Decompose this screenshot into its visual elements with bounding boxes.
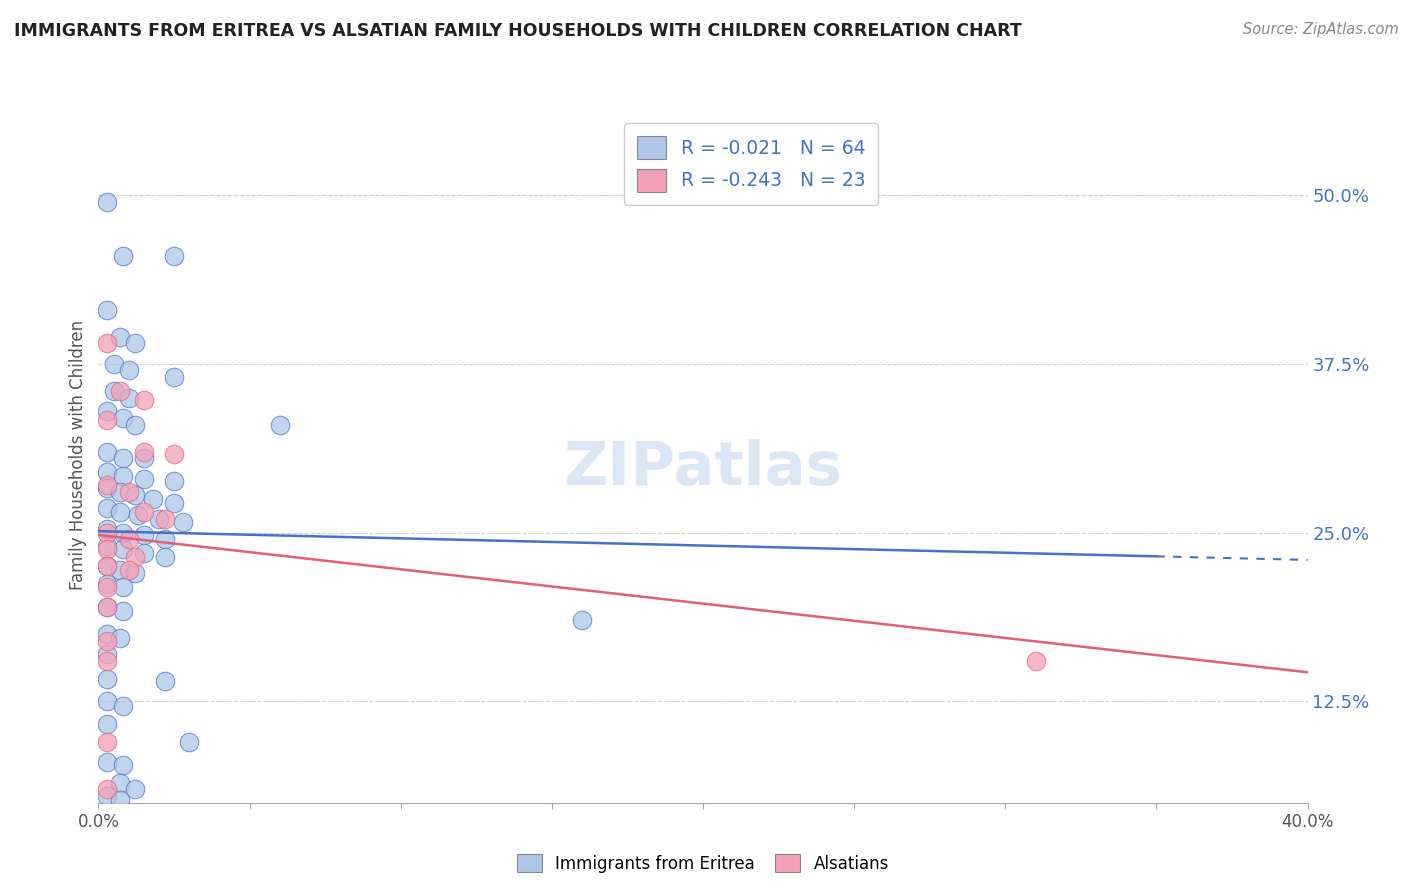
Text: IMMIGRANTS FROM ERITREA VS ALSATIAN FAMILY HOUSEHOLDS WITH CHILDREN CORRELATION : IMMIGRANTS FROM ERITREA VS ALSATIAN FAMI…: [14, 22, 1022, 40]
Point: [111, 541, 134, 556]
Point: [96, 672, 118, 686]
Point: [111, 604, 134, 618]
Point: [96, 577, 118, 591]
Point: [108, 793, 131, 807]
Point: [96, 633, 118, 648]
Point: [153, 549, 176, 564]
Point: [142, 491, 165, 506]
Legend: R = -0.021   N = 64, R = -0.243   N = 23: R = -0.021 N = 64, R = -0.243 N = 23: [624, 123, 879, 205]
Point: [163, 475, 186, 489]
Point: [124, 336, 146, 351]
Point: [1024, 654, 1046, 668]
Point: [132, 444, 155, 458]
Point: [108, 775, 131, 789]
Point: [96, 525, 118, 540]
Point: [108, 384, 131, 398]
Point: [153, 512, 176, 526]
Point: [118, 485, 141, 500]
Point: [132, 505, 155, 519]
Point: [111, 758, 134, 772]
Point: [96, 481, 118, 495]
Point: [132, 451, 155, 466]
Point: [108, 505, 131, 519]
Point: [127, 508, 149, 522]
Point: [111, 249, 134, 263]
Point: [153, 533, 176, 547]
Point: [163, 370, 186, 384]
Point: [96, 194, 118, 209]
Point: [132, 393, 155, 408]
Point: [96, 789, 118, 803]
Point: [96, 465, 118, 479]
Point: [96, 302, 118, 317]
Legend: Immigrants from Eritrea, Alsatians: Immigrants from Eritrea, Alsatians: [510, 847, 896, 880]
Point: [103, 384, 125, 398]
Point: [118, 533, 141, 547]
Point: [124, 782, 146, 797]
Point: [124, 566, 146, 581]
Point: [571, 614, 593, 628]
Point: [96, 541, 118, 556]
Y-axis label: Family Households with Children: Family Households with Children: [69, 320, 87, 590]
Point: [111, 580, 134, 594]
Point: [96, 599, 118, 614]
Point: [96, 694, 118, 708]
Text: Source: ZipAtlas.com: Source: ZipAtlas.com: [1243, 22, 1399, 37]
Point: [108, 631, 131, 645]
Point: [111, 410, 134, 425]
Point: [111, 698, 134, 713]
Point: [96, 336, 118, 351]
Point: [96, 539, 118, 553]
Point: [172, 515, 194, 529]
Point: [179, 735, 201, 749]
Point: [111, 451, 134, 466]
Point: [118, 563, 141, 577]
Point: [96, 478, 118, 492]
Point: [132, 546, 155, 560]
Point: [96, 559, 118, 574]
Point: [96, 782, 118, 797]
Point: [124, 417, 146, 432]
Point: [118, 391, 141, 405]
Point: [124, 549, 146, 564]
Point: [96, 580, 118, 594]
Point: [108, 329, 131, 343]
Point: [96, 654, 118, 668]
Point: [96, 413, 118, 427]
Point: [96, 444, 118, 458]
Point: [96, 559, 118, 574]
Point: [96, 627, 118, 641]
Point: [96, 717, 118, 731]
Point: [132, 528, 155, 542]
Point: [153, 674, 176, 689]
Point: [96, 522, 118, 536]
Point: [103, 357, 125, 371]
Point: [111, 468, 134, 483]
Point: [96, 735, 118, 749]
Point: [96, 647, 118, 661]
Point: [108, 485, 131, 500]
Point: [124, 488, 146, 502]
Point: [163, 249, 186, 263]
Point: [118, 363, 141, 377]
Point: [132, 472, 155, 486]
Point: [96, 756, 118, 770]
Point: [96, 599, 118, 614]
Point: [148, 512, 170, 526]
Point: [96, 404, 118, 418]
Point: [108, 563, 131, 577]
Point: [163, 496, 186, 510]
Point: [269, 417, 291, 432]
Text: ZIPatlas: ZIPatlas: [564, 440, 842, 499]
Point: [111, 525, 134, 540]
Point: [96, 501, 118, 516]
Point: [163, 447, 186, 461]
